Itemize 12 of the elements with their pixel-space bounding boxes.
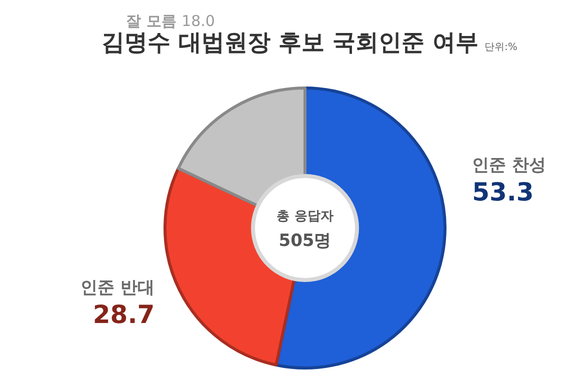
data-label: 18.0 — [182, 12, 215, 30]
text: 김명수 대법원장 후보 국회인준 여부 — [101, 30, 479, 56]
slice-label: 잘 모름 — [126, 12, 182, 30]
slice-label: 인준 반대 — [80, 278, 155, 298]
slice-label: 인준 찬성 — [472, 155, 546, 176]
data-label: 53.3 — [472, 177, 534, 206]
data-label: 28.7 — [92, 300, 155, 329]
donut-slice — [176, 86, 306, 208]
text: 단위:% — [484, 42, 518, 53]
donut-slice — [274, 86, 446, 370]
text: 505명 — [278, 231, 332, 251]
text: 총 응답자 — [276, 209, 334, 224]
